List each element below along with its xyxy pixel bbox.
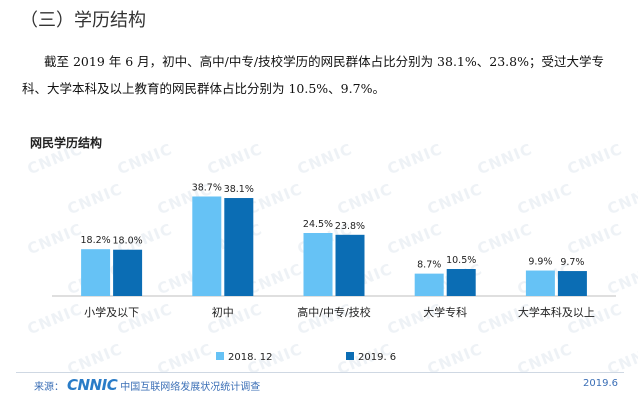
data-label: 9.7% xyxy=(560,257,584,268)
body-paragraph: 截至 2019 年 6 月，初中、高中/中专/技校学历的网民群体占比分别为 38… xyxy=(22,54,604,96)
legend-label: 2018. 12 xyxy=(228,352,273,363)
legend-swatch xyxy=(346,352,354,360)
legend-label: 2019. 6 xyxy=(358,352,396,363)
bar xyxy=(224,198,254,296)
data-label: 38.7% xyxy=(192,182,222,193)
category-tick-label: 大学专科 xyxy=(423,305,467,319)
bar xyxy=(303,233,333,296)
data-label: 24.5% xyxy=(303,219,333,230)
data-label: 8.7% xyxy=(417,260,441,271)
bar xyxy=(81,249,111,296)
bar xyxy=(192,196,222,296)
cnnic-logo: CNNIC xyxy=(67,376,118,394)
section-heading: （三）学历结构 xyxy=(20,10,146,31)
source-label: 来源： xyxy=(34,381,64,393)
bar-chart: 18.2% 18.0% 小学及以下 38.7% 38.1% 初中 24.5% 23.8% 高中/… xyxy=(52,182,616,363)
bar xyxy=(525,270,555,296)
data-label: 9.9% xyxy=(528,257,552,268)
report-date: 2019.6 xyxy=(583,378,618,389)
source-line: 来源： CNNIC 中国互联网络发展状况统计调查 xyxy=(34,376,260,394)
bar xyxy=(414,273,444,296)
data-label: 18.0% xyxy=(113,236,143,247)
bar xyxy=(335,234,365,296)
data-label: 10.5% xyxy=(446,255,476,266)
data-label: 18.2% xyxy=(81,235,111,246)
source-org: 中国互联网络发展状况统计调查 xyxy=(120,381,261,393)
category-tick-label: 大学本科及以上 xyxy=(518,305,595,319)
chart-panel: CNNIC CNNIC CNNIC CNNIC CNNIC CNNIC CNNIC CNNIC… xyxy=(16,120,638,396)
category-tick-label: 小学及以下 xyxy=(84,305,139,319)
category-tick-label: 高中/中专/技校 xyxy=(297,305,370,319)
bar xyxy=(446,269,476,296)
footer-divider xyxy=(16,372,624,373)
chart-title: 网民学历结构 xyxy=(30,136,103,150)
data-label: 23.8% xyxy=(335,221,365,232)
legend-swatch xyxy=(216,352,224,360)
bar xyxy=(113,249,143,296)
bar xyxy=(557,271,587,296)
data-label: 38.1% xyxy=(224,184,254,195)
category-tick-label: 初中 xyxy=(212,305,234,319)
